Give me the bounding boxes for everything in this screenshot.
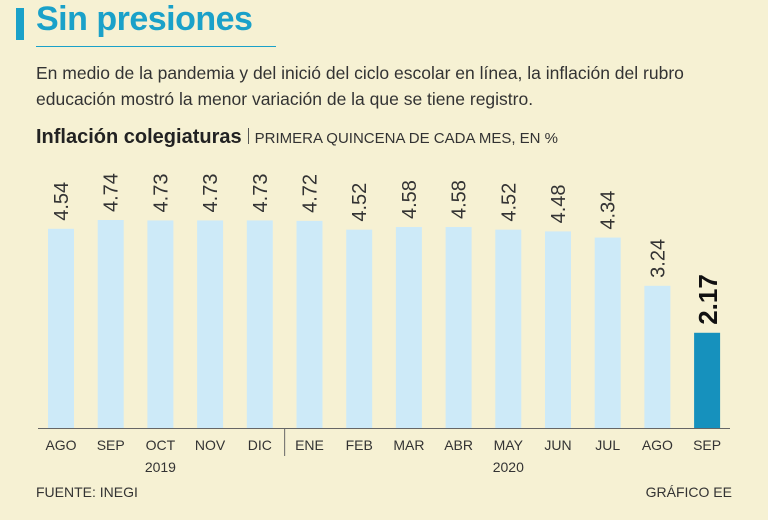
year-label: 2020 (493, 459, 524, 475)
x-tick-label: SEP (693, 437, 721, 453)
x-tick-label: DIC (248, 437, 272, 453)
bar (445, 227, 472, 428)
bar-value-label: 4.73 (200, 174, 222, 213)
x-tick-label: SEP (97, 437, 125, 453)
bar-value-label: 4.58 (399, 180, 421, 219)
source-note: FUENTE: INEGI (36, 484, 138, 500)
x-tick-label: AGO (45, 437, 76, 453)
chart-header: Inflación colegiaturas PRIMERA QUINCENA D… (36, 126, 558, 149)
x-tick-label: AGO (642, 437, 673, 453)
x-tick-label: ENE (295, 437, 324, 453)
bar-value-label: 4.74 (101, 173, 123, 212)
bar-value-label: 4.52 (498, 183, 520, 222)
bar-value-label: 4.73 (150, 174, 172, 213)
bar (246, 220, 273, 428)
bar (694, 332, 721, 428)
bar (97, 220, 124, 428)
bar-value-label: 3.24 (647, 239, 669, 278)
x-tick-label: OCT (146, 437, 176, 453)
page-title: Sin presiones (36, 0, 253, 38)
bar (644, 285, 671, 428)
bar (346, 229, 373, 428)
page-subtitle: En medio de la pandemia y del inició del… (36, 63, 684, 109)
chart-title: Inflación colegiaturas (36, 126, 242, 148)
bar (594, 237, 621, 428)
x-tick-label: MAR (393, 437, 424, 453)
bar-value-label: 4.72 (300, 174, 322, 213)
bar-value-label: 4.54 (51, 182, 73, 221)
credit-note: GRÁFICO EE (645, 484, 732, 500)
bar-value-label: 4.73 (250, 174, 272, 213)
x-tick-label: FEB (346, 437, 373, 453)
x-tick-label: MAY (494, 437, 524, 453)
bar (545, 231, 571, 428)
chart-header-divider (247, 128, 249, 144)
bar-value-label: 4.58 (449, 180, 471, 219)
bar (495, 229, 522, 428)
bar (296, 220, 323, 428)
year-label: 2019 (145, 459, 176, 475)
bar-value-label: 2.17 (693, 274, 723, 325)
bar (48, 228, 74, 428)
bar-value-label: 4.34 (598, 191, 620, 230)
bar-value-label: 4.48 (548, 184, 570, 223)
x-tick-label: NOV (195, 437, 226, 453)
title-accent-bar (16, 8, 24, 40)
x-tick-label: JUN (544, 437, 571, 453)
bar (197, 220, 224, 428)
bar (147, 220, 174, 428)
x-tick-label: JUL (595, 437, 620, 453)
chart-unit-label: PRIMERA QUINCENA DE CADA MES, EN % (254, 130, 559, 147)
bar-value-label: 4.52 (349, 183, 371, 222)
bar (395, 227, 422, 428)
x-tick-label: ABR (444, 437, 473, 453)
title-underline (36, 46, 276, 47)
